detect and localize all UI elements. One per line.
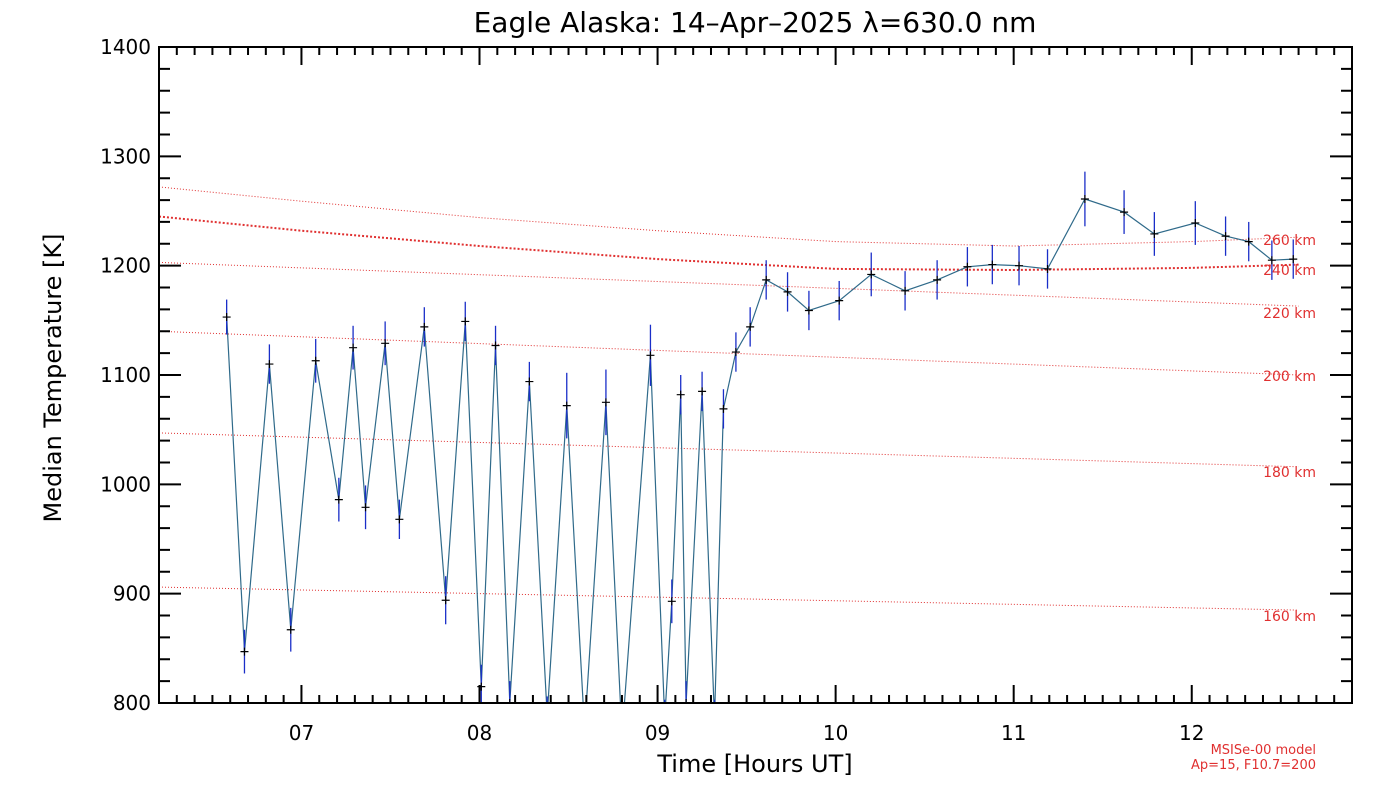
- data-point: [601, 398, 610, 407]
- x-tick-label: 10: [823, 721, 848, 745]
- model-label-line2: Ap=15, F10.7=200: [1191, 758, 1316, 773]
- data-point: [461, 317, 470, 326]
- data-point: [988, 260, 997, 269]
- data-point: [698, 387, 707, 396]
- data-point: [543, 712, 551, 720]
- model-line-200km: [159, 330, 1299, 376]
- model-label-160km: 160 km: [1263, 609, 1316, 625]
- model-label-200km: 200 km: [1263, 369, 1316, 385]
- data-point: [1221, 232, 1230, 241]
- y-axis-label: Median Temperature [K]: [39, 233, 67, 522]
- y-tick-label: 1000: [100, 472, 151, 496]
- data-point: [477, 682, 486, 691]
- ticks-layer: [158, 46, 1353, 704]
- data-point: [265, 360, 274, 369]
- model-label-260km: 260 km: [1263, 233, 1316, 249]
- model-label-240km: 240 km: [1263, 263, 1316, 279]
- data-point: [286, 625, 295, 634]
- data-point: [901, 286, 910, 295]
- x-tick-label: 11: [1001, 721, 1026, 745]
- y-tick-label: 800: [113, 691, 151, 715]
- data-point: [746, 322, 755, 331]
- data-point: [334, 495, 343, 504]
- model-line-180km: [159, 432, 1299, 468]
- data-point: [381, 339, 390, 348]
- data-point: [491, 341, 500, 350]
- data-point: [667, 597, 676, 606]
- y-tick-label: 1100: [100, 363, 151, 387]
- y-tick-label: 1300: [100, 144, 151, 168]
- x-tick-label: 07: [289, 721, 314, 745]
- data-point: [682, 699, 691, 703]
- data-point: [1289, 255, 1298, 264]
- chart-title: Eagle Alaska: 14–Apr–2025 λ=630.0 nm: [474, 6, 1037, 39]
- data-point: [441, 596, 450, 605]
- data-point: [525, 377, 534, 386]
- model-line-240km: [159, 215, 1299, 272]
- model-label-220km: 220 km: [1263, 306, 1316, 322]
- data-point: [1191, 219, 1200, 228]
- data-series-line: [226, 198, 1294, 703]
- data-point: [1043, 264, 1052, 273]
- data-point: [783, 287, 792, 296]
- data-point: [581, 726, 589, 734]
- model-label-line1: MSISe-00 model: [1211, 743, 1316, 758]
- y-tick-label: 900: [113, 582, 151, 606]
- y-tick-label: 1200: [100, 254, 151, 278]
- model-line-160km: [159, 586, 1299, 611]
- model-label-180km: 180 km: [1263, 465, 1316, 481]
- data-point: [349, 343, 358, 352]
- x-tick-label: 09: [645, 721, 670, 745]
- data-point: [804, 306, 813, 315]
- data-point: [618, 732, 626, 740]
- data-point: [719, 404, 728, 413]
- data-point: [762, 275, 771, 284]
- data-point: [1267, 256, 1276, 265]
- data-point: [646, 351, 655, 360]
- data-point: [835, 296, 844, 305]
- labels-layer: 160 km 180 km 200 km 220 km 240 km 260 km 07 08…: [100, 35, 1316, 745]
- data-point: [361, 503, 370, 512]
- data-point: [1150, 229, 1159, 238]
- data-point: [505, 699, 514, 703]
- model-line-260km: [159, 186, 1299, 247]
- data-point: [933, 275, 942, 284]
- plot-frame: [158, 46, 1353, 704]
- data-point: [1244, 237, 1253, 246]
- data-point: [1080, 194, 1089, 203]
- data-point: [867, 270, 876, 279]
- data-point: [311, 356, 320, 365]
- data-point: [395, 515, 404, 524]
- data-point: [711, 715, 719, 723]
- data-point: [240, 647, 249, 656]
- y-tick-label: 1400: [100, 35, 151, 59]
- data-layer: [222, 171, 1298, 740]
- data-point: [1015, 261, 1024, 270]
- model-line-220km: [159, 261, 1299, 307]
- data-point: [1120, 208, 1129, 217]
- data-point: [222, 313, 231, 322]
- data-point: [562, 401, 571, 410]
- data-point: [731, 348, 740, 357]
- data-point: [676, 390, 685, 399]
- x-tick-label: 12: [1179, 721, 1204, 745]
- x-axis-label: Time [Hours UT]: [656, 750, 852, 778]
- data-point: [963, 262, 972, 271]
- data-point: [420, 322, 429, 331]
- x-tick-label: 08: [467, 721, 492, 745]
- model-lines-layer: [159, 186, 1299, 611]
